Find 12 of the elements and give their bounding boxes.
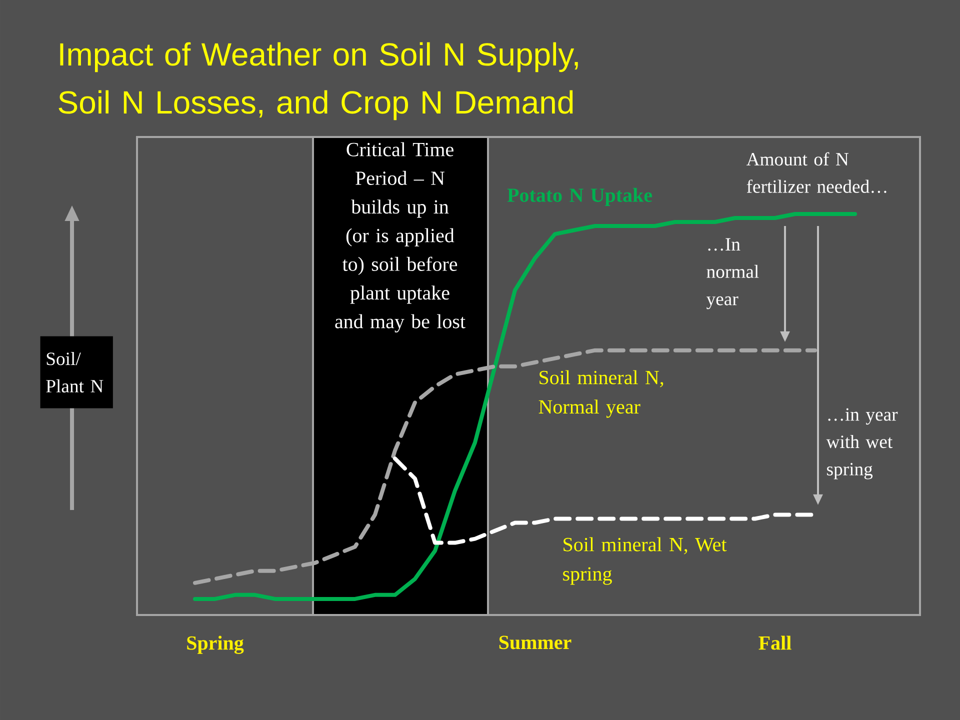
series-label: Potato N Uptake <box>507 188 652 206</box>
annotation: …in year with wet spring <box>826 408 898 480</box>
series-label: Soil mineral N, Normal year <box>538 370 664 418</box>
chart-title: Impact of Weather on Soil N Supply, Soil N Losses, and Crop N Demand <box>58 42 578 120</box>
text: Amount of N fertilizer needed… <box>746 152 886 193</box>
annotation: Critical Time Period – N builds up in (or is applied to) soil before plant uptake and may be lost <box>335 142 466 332</box>
x-tick-label: Spring <box>187 636 244 654</box>
series-label: Soil mineral N, Wet spring <box>563 537 727 585</box>
annotation: …In normal year <box>706 238 759 310</box>
x-tick-label: Fall <box>758 636 792 650</box>
x-tick-label: Summer <box>499 636 572 650</box>
text: Soil/ Plant N <box>46 352 104 392</box>
